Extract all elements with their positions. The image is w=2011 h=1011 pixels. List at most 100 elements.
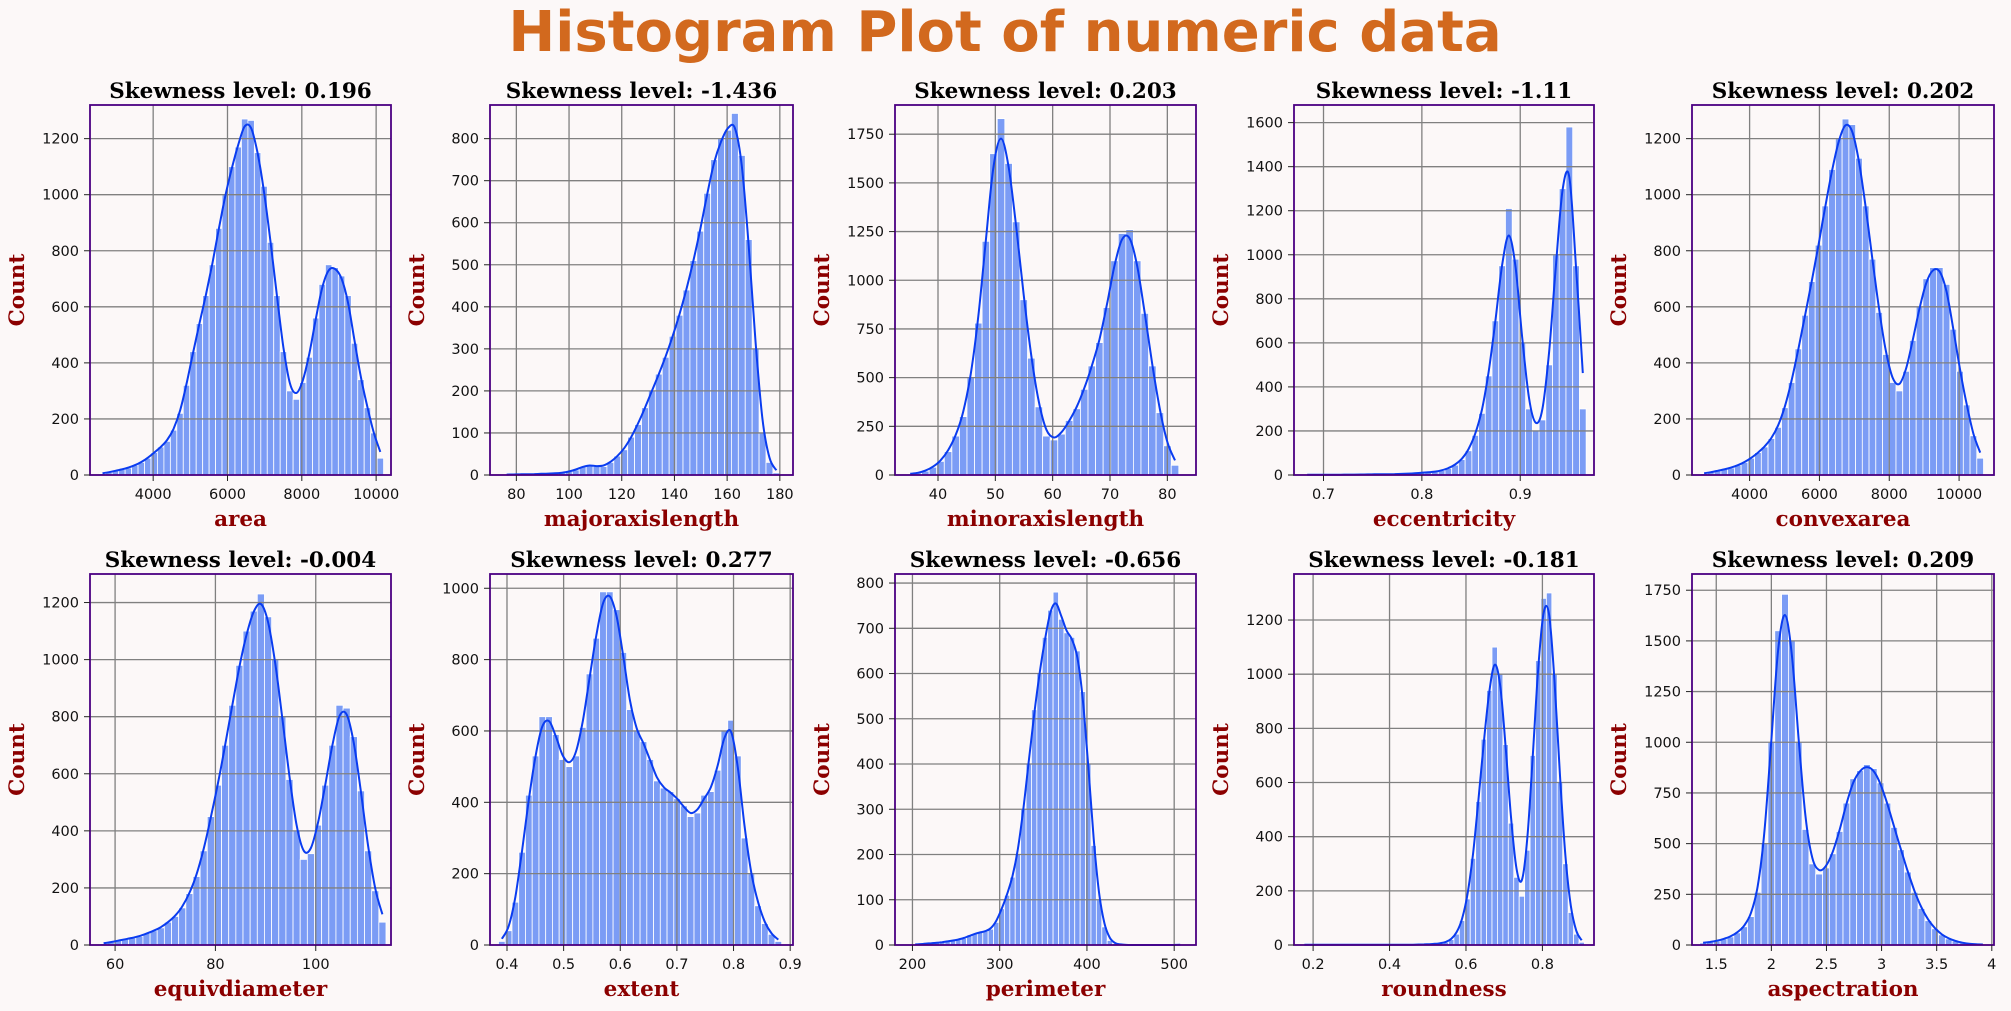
histogram-bar [1004, 163, 1013, 476]
histogram-panel-roundness: 0.2 0.4 0.6 0.8 0 200 400 600 800 1000 1200 Skewnes… [1209, 548, 1595, 1002]
histogram-bar [1828, 853, 1837, 946]
x-tick-label: 0.8 [722, 957, 745, 973]
y-tick-label: 1200 [42, 596, 79, 612]
histogram-bar [1897, 849, 1905, 946]
histogram-bar [1801, 314, 1809, 476]
histogram-bar [1558, 188, 1567, 476]
y-tick-label: 1200 [42, 132, 79, 148]
y-tick-label: 750 [1653, 786, 1681, 802]
y-tick-label: 500 [451, 258, 479, 274]
kde-curve [1703, 614, 1983, 946]
histogram-bar [585, 673, 594, 946]
histogram-bar [996, 118, 1006, 476]
x-tick-label: 60 [1043, 487, 1061, 503]
histogram-bar [626, 709, 634, 946]
histogram-bar [337, 275, 346, 476]
histogram-bar [1041, 636, 1049, 946]
y-tick-label: 1250 [847, 225, 884, 241]
histogram-bar [1842, 802, 1851, 946]
histogram-bar [1821, 205, 1830, 476]
y-axis-label: Count [1209, 723, 1234, 796]
y-tick-label: 750 [856, 322, 884, 338]
histogram-bar [653, 780, 661, 946]
histogram-bar [1031, 709, 1038, 946]
y-tick-label: 200 [1255, 884, 1283, 900]
histogram-bar [558, 759, 567, 946]
y-tick-label: 1000 [1246, 248, 1283, 264]
histogram-bar [1047, 609, 1054, 946]
x-tick-label: 80 [1158, 487, 1176, 503]
y-tick-label: 0 [1274, 468, 1283, 484]
histogram-bar [1849, 778, 1858, 946]
histogram-bar [1942, 283, 1951, 476]
y-tick-label: 1500 [847, 176, 884, 192]
y-tick-label: 250 [856, 419, 884, 435]
x-tick-label: 400 [1073, 957, 1101, 973]
kde-curve [501, 594, 779, 941]
histogram-bar [1049, 439, 1059, 476]
histogram-bar [1072, 408, 1081, 476]
y-tick-label: 200 [451, 867, 479, 883]
y-tick-label: 1000 [847, 273, 884, 289]
histogram-bar [572, 755, 580, 946]
y-tick-label: 500 [856, 712, 884, 728]
histogram-bar [1883, 802, 1892, 946]
x-axis-label: perimeter [986, 977, 1106, 1002]
x-axis-label: majoraxislength [544, 507, 740, 532]
y-tick-label: 1000 [442, 581, 479, 597]
histogram-bar [713, 769, 722, 946]
histogram-bar [260, 185, 268, 476]
histogram-bar [1902, 370, 1910, 476]
x-tick-label: 100 [555, 487, 583, 503]
histogram-bar [632, 730, 641, 946]
histogram-bar [1505, 208, 1513, 476]
x-tick-label: 120 [608, 487, 636, 503]
histogram-bar [176, 412, 184, 476]
histogram-bar [189, 351, 197, 476]
panel-title: Skewness level: -0.181 [1308, 548, 1579, 573]
histogram-bar [959, 416, 968, 476]
y-tick-label: 200 [856, 848, 884, 864]
y-tick-label: 1000 [42, 653, 79, 669]
plot-frame [894, 104, 1197, 476]
panel-title: Skewness level: 0.202 [1712, 79, 1975, 104]
y-tick-label: 1000 [1246, 667, 1283, 683]
histogram-bar [1976, 457, 1984, 476]
histogram-bar [1781, 593, 1789, 946]
panel-title: Skewness level: -1.11 [1316, 79, 1573, 104]
histogram-bar [299, 858, 308, 946]
histogram-bar [1579, 408, 1587, 476]
y-tick-label: 1750 [847, 127, 884, 143]
y-tick-label: 600 [51, 300, 79, 316]
histogram-bar [654, 373, 663, 476]
histogram-bar [1861, 205, 1870, 476]
x-tick-label: 60 [106, 957, 124, 973]
histogram-bar [228, 166, 236, 476]
x-tick-label: 8000 [283, 487, 320, 503]
histogram-bar [1513, 876, 1520, 946]
histogram-bar [253, 152, 262, 476]
x-tick-label: 50 [986, 487, 1004, 503]
y-tick-label: 1250 [1644, 685, 1681, 701]
histogram-bar [579, 726, 587, 946]
y-tick-label: 600 [451, 724, 479, 740]
histogram-bar [182, 384, 191, 476]
histogram-bar [299, 382, 307, 476]
histogram-bar [639, 741, 648, 946]
x-axis-label: equivdiameter [154, 977, 328, 1002]
histogram-bar [1808, 863, 1817, 946]
x-tick-label: 0.9 [779, 957, 802, 973]
histogram-bar [349, 736, 358, 946]
histogram-bar [682, 289, 691, 476]
y-tick-label: 1200 [1246, 613, 1283, 629]
y-tick-label: 1200 [1246, 204, 1283, 220]
histogram-bar [707, 791, 715, 946]
histogram-bar [1774, 426, 1782, 476]
x-tick-label: 4000 [1731, 487, 1768, 503]
y-tick-label: 800 [856, 576, 884, 592]
histogram-bar [680, 805, 688, 946]
kde-curve [910, 137, 1176, 475]
histogram-bar [247, 120, 255, 476]
histogram-bar [1781, 407, 1789, 476]
histogram-bar [1545, 592, 1553, 946]
